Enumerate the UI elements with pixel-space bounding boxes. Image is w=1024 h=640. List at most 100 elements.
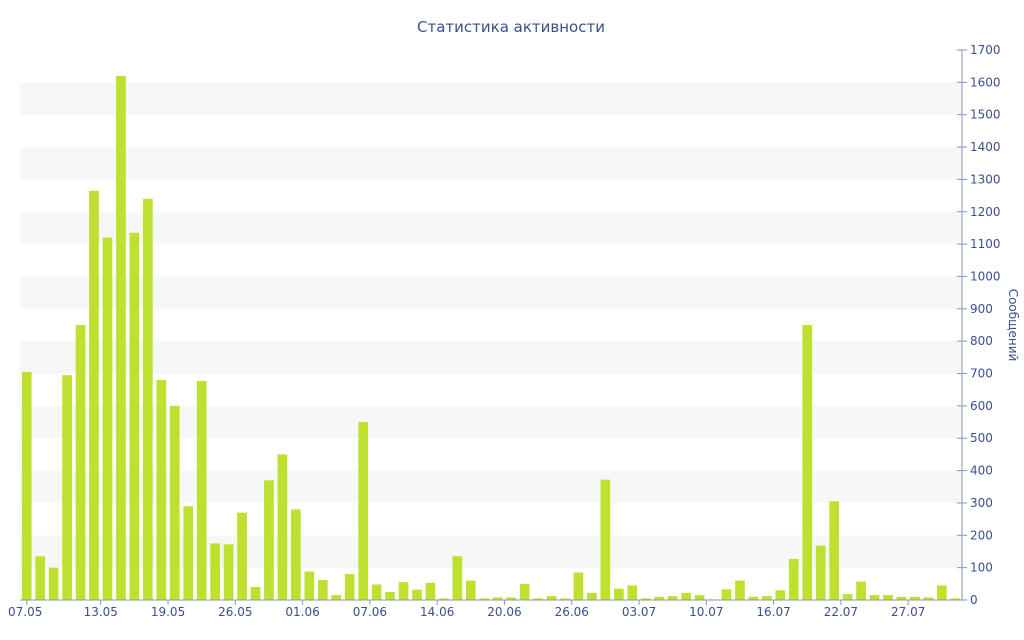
y-axis: 0 100 200 300 400 500 600 700 800 900 1000 1100 1200… — [957, 43, 1001, 607]
bar — [587, 592, 597, 600]
bar — [358, 422, 369, 600]
x-axis: 07.05 13.05 19.05 26.05 01.06 07.06 14.06 20.06… — [8, 599, 962, 619]
x-tick-label: 19.05 — [151, 605, 185, 619]
bars — [21, 75, 961, 601]
bar — [694, 595, 705, 600]
x-tick-label: 22.07 — [824, 605, 858, 619]
bar — [829, 501, 840, 600]
bar — [573, 572, 584, 600]
y-tick-label: 900 — [970, 302, 993, 316]
bar — [815, 545, 826, 600]
y-tick-label: 300 — [970, 496, 993, 510]
bar — [950, 598, 961, 600]
x-tick-label: 20.06 — [487, 605, 521, 619]
grid-band — [20, 276, 962, 309]
bar — [560, 598, 570, 600]
bar — [412, 589, 422, 600]
bar — [735, 580, 745, 600]
y-tick-label: 1700 — [970, 43, 1001, 57]
bar — [667, 596, 678, 600]
y-tick-label: 0 — [970, 593, 978, 607]
bar — [600, 479, 611, 600]
bar — [371, 584, 382, 600]
bar — [452, 556, 463, 600]
bar — [896, 596, 907, 600]
bar — [910, 596, 920, 600]
bar — [775, 590, 786, 600]
bar — [291, 509, 301, 600]
bar — [856, 581, 866, 600]
bar — [277, 454, 288, 600]
y-tick-label: 700 — [970, 367, 993, 381]
x-tick-label: 26.05 — [218, 605, 252, 619]
grid-band — [20, 147, 962, 180]
x-tick-label: 10.07 — [689, 605, 723, 619]
bar — [748, 596, 759, 600]
bar — [519, 583, 530, 600]
bar — [331, 595, 342, 600]
bar — [869, 595, 880, 600]
bar — [788, 558, 799, 600]
bar — [546, 596, 557, 600]
bar — [75, 325, 86, 600]
y-tick-label: 1100 — [970, 237, 1001, 251]
bar — [62, 375, 72, 600]
bar — [169, 405, 180, 600]
bar — [506, 597, 517, 600]
y-tick-label: 800 — [970, 334, 993, 348]
x-tick-label: 14.06 — [420, 605, 454, 619]
x-tick-label: 07.05 — [8, 605, 42, 619]
bar — [304, 571, 315, 600]
x-tick-label: 27.07 — [891, 605, 925, 619]
y-tick-label: 600 — [970, 399, 993, 413]
grid-band — [20, 341, 962, 374]
x-tick-label: 01.06 — [285, 605, 319, 619]
bar — [250, 587, 261, 600]
y-tick-label: 200 — [970, 528, 993, 542]
bar — [654, 596, 665, 600]
bar — [48, 567, 59, 600]
y-tick-label: 1000 — [970, 269, 1001, 283]
bar — [425, 582, 436, 600]
y-tick-label: 1500 — [970, 108, 1001, 122]
bar — [89, 190, 99, 600]
bar — [627, 585, 638, 600]
bar — [35, 556, 46, 600]
bar — [102, 237, 113, 600]
chart-title: Статистика активности — [417, 18, 605, 36]
bar — [479, 598, 490, 600]
x-tick-label: 16.07 — [756, 605, 790, 619]
bar — [613, 588, 624, 600]
y-tick-label: 500 — [970, 431, 993, 445]
y-tick-label: 400 — [970, 464, 993, 478]
y-tick-label: 1200 — [970, 205, 1001, 219]
bar — [802, 325, 813, 600]
bar — [264, 480, 274, 600]
y-tick-label: 100 — [970, 561, 993, 575]
bar — [936, 585, 947, 600]
y-tick-label: 1400 — [970, 140, 1001, 154]
bar — [923, 597, 934, 600]
bar — [533, 598, 543, 600]
bar — [317, 579, 328, 600]
bar — [465, 580, 476, 600]
bar — [762, 596, 772, 600]
bar — [640, 598, 651, 600]
y-tick-label: 1300 — [970, 172, 1001, 186]
bar — [681, 592, 691, 600]
bar — [210, 543, 220, 600]
bar — [439, 598, 449, 600]
y-axis-label: Сообщений — [1006, 289, 1020, 362]
x-tick-label: 13.05 — [84, 605, 118, 619]
bar — [398, 582, 409, 600]
bar — [842, 594, 853, 600]
x-tick-label: 07.06 — [353, 605, 387, 619]
x-tick-label: 26.06 — [555, 605, 589, 619]
bar — [183, 506, 194, 600]
bar — [116, 75, 126, 601]
y-tick-label: 1600 — [970, 75, 1001, 89]
bar — [129, 232, 140, 600]
bar — [883, 595, 893, 600]
